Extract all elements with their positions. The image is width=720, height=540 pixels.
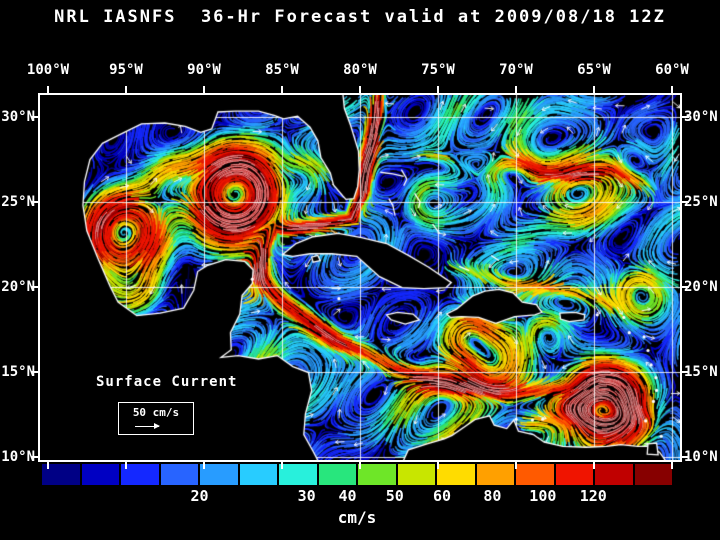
surface-current-label: Surface Current [96, 374, 238, 390]
scale-arrow-icon [135, 423, 160, 429]
colorbar-tick-label: 80 [483, 487, 502, 505]
lon-tick-label: 65°W [577, 62, 611, 78]
axis-tick [47, 86, 49, 94]
axis-tick [681, 116, 689, 118]
current-scale-box: 50 cm/s [118, 402, 194, 435]
axis-tick [593, 461, 595, 469]
colorbar-segment [200, 464, 238, 485]
lat-tick-label: 10°N [684, 449, 718, 465]
figure-title: NRL IASNFS 36-Hr Forecast valid at 2009/… [54, 7, 666, 27]
colorbar-segment [437, 464, 475, 485]
colorbar-segment [239, 464, 277, 485]
lat-tick-label: 20°N [1, 279, 35, 295]
lon-tick-label: 60°W [655, 62, 689, 78]
axis-tick [47, 461, 49, 469]
colorbar-segment [555, 464, 593, 485]
lat-tick-label: 20°N [684, 279, 718, 295]
axis-tick [31, 201, 39, 203]
lon-tick-label: 80°W [343, 62, 377, 78]
lon-tick-label: 70°W [499, 62, 533, 78]
axis-tick [281, 86, 283, 94]
colorbar-segment [516, 464, 554, 485]
colorbar [42, 464, 672, 485]
axis-tick [671, 86, 673, 94]
lat-tick-label: 15°N [684, 364, 718, 380]
colorbar-segment [358, 464, 396, 485]
lon-tick-label: 75°W [421, 62, 455, 78]
current-map-canvas [40, 95, 680, 460]
colorbar-tick-label: 120 [579, 487, 607, 505]
axis-tick [681, 286, 689, 288]
axis-tick [125, 461, 127, 469]
colorbar-tick-label: 30 [297, 487, 316, 505]
colorbar-tick-label: 20 [190, 487, 209, 505]
colorbar-segment [121, 464, 159, 485]
colorbar-segment [397, 464, 435, 485]
axis-tick [681, 371, 689, 373]
colorbar-segment [318, 464, 356, 485]
lat-tick-label: 15°N [1, 364, 35, 380]
axis-tick [31, 371, 39, 373]
axis-tick [203, 86, 205, 94]
lon-tick-label: 95°W [109, 62, 143, 78]
colorbar-labels: 20 30 40 50 60 80 100 120 [0, 487, 720, 505]
colorbar-unit-label: cm/s [337, 508, 377, 527]
colorbar-segment [81, 464, 119, 485]
lat-tick-label: 10°N [1, 449, 35, 465]
lat-tick-label: 30°N [684, 109, 718, 125]
axis-tick [515, 461, 517, 469]
colorbar-segment [634, 464, 672, 485]
lon-tick-label: 100°W [26, 62, 70, 78]
colorbar-segment [160, 464, 198, 485]
axis-tick [681, 456, 689, 458]
lat-tick-label: 25°N [1, 194, 35, 210]
lon-tick-label: 85°W [265, 62, 299, 78]
scale-value-label: 50 cm/s [132, 406, 180, 419]
axis-tick [671, 461, 673, 469]
colorbar-tick-label: 100 [529, 487, 557, 505]
colorbar-tick-label: 60 [433, 487, 452, 505]
axis-tick [125, 86, 127, 94]
axis-tick [31, 116, 39, 118]
axis-tick [359, 461, 361, 469]
axis-tick [593, 86, 595, 94]
axis-tick [515, 86, 517, 94]
lat-tick-label: 25°N [684, 194, 718, 210]
colorbar-segment [595, 464, 633, 485]
axis-tick [437, 86, 439, 94]
axis-tick [359, 86, 361, 94]
lon-tick-label: 90°W [187, 62, 221, 78]
axis-tick [437, 461, 439, 469]
colorbar-segment [42, 464, 80, 485]
axis-tick [681, 201, 689, 203]
colorbar-tick-label: 40 [338, 487, 357, 505]
colorbar-tick-label: 50 [385, 487, 404, 505]
axis-tick [31, 456, 39, 458]
axis-tick [31, 286, 39, 288]
colorbar-segment [476, 464, 514, 485]
axis-tick [203, 461, 205, 469]
axis-tick [281, 461, 283, 469]
lat-tick-label: 30°N [1, 109, 35, 125]
colorbar-segment [279, 464, 317, 485]
